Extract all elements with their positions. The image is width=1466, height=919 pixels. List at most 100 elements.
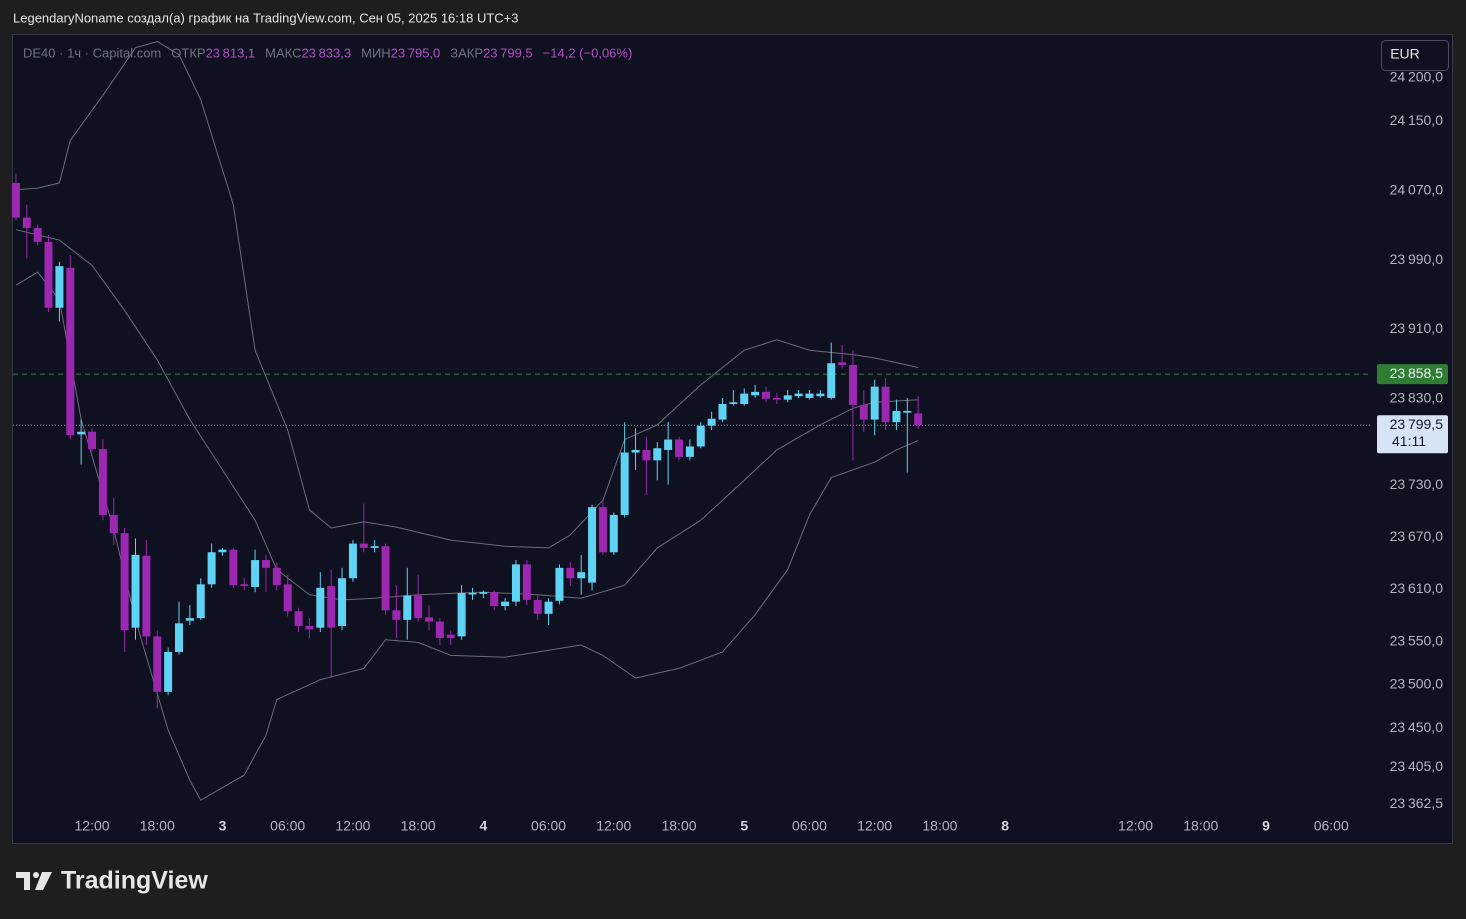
candle-body <box>859 404 868 420</box>
candle-body <box>794 393 803 397</box>
y-tick-label: 23 450,0 <box>1390 719 1444 735</box>
x-tick-label: 06:00 <box>792 818 827 834</box>
price-label: 23 858,5 <box>1390 365 1444 381</box>
x-tick-label: 12:00 <box>857 818 892 834</box>
x-tick-label: 12:00 <box>1118 818 1153 834</box>
candle-body <box>174 623 183 652</box>
candle-body <box>653 448 662 461</box>
candle-body <box>120 533 129 631</box>
candle-body <box>164 651 173 692</box>
y-tick-label: 23 610,0 <box>1390 580 1444 596</box>
candle-body <box>131 554 140 628</box>
candle-body <box>446 634 455 639</box>
y-tick-label: 23 990,0 <box>1390 251 1444 267</box>
legend: DE40 · 1ч · Capital.com ОТКР 23 813,1 МАКС 2… <box>23 45 632 60</box>
candle-body <box>914 413 923 426</box>
candle-body <box>66 267 75 436</box>
candle-body <box>501 601 510 607</box>
x-tick-label: 06:00 <box>531 818 566 834</box>
x-tick-label: 18:00 <box>661 818 696 834</box>
legend-value: 23 799,5 <box>483 45 533 60</box>
y-tick-label: 23 405,0 <box>1390 758 1444 774</box>
price-label: 23 799,5 <box>1390 416 1444 432</box>
candle-body <box>479 592 488 594</box>
legend-value: 23 795,0 <box>391 45 441 60</box>
candle-body <box>55 266 64 308</box>
candle-body <box>305 625 314 630</box>
candle-body <box>11 182 20 218</box>
candle-body <box>620 452 629 515</box>
candle-body <box>240 584 249 587</box>
candle-body <box>359 543 368 548</box>
candle-body <box>77 431 86 435</box>
y-tick-label: 23 362,5 <box>1390 795 1444 811</box>
candle-body <box>870 386 879 420</box>
x-tick-label: 18:00 <box>922 818 957 834</box>
candle-body <box>555 567 564 601</box>
y-tick-label: 23 550,0 <box>1390 632 1444 648</box>
x-tick-label: 12:00 <box>75 818 110 834</box>
candle-body <box>392 610 401 620</box>
price-label-box <box>1377 415 1448 454</box>
candle-body <box>196 584 205 619</box>
plot: 24 200,0 24 150,0 24 070,0 23 990,0 23 910,0… <box>11 41 1448 834</box>
y-tick-label: 23 670,0 <box>1390 528 1444 544</box>
price-countdown: 41:11 <box>1392 433 1426 449</box>
candle-body <box>511 564 520 602</box>
currency-button[interactable] <box>1381 40 1449 71</box>
y-tick-label: 24 070,0 <box>1390 181 1444 197</box>
candle-body <box>761 391 770 399</box>
candle-body <box>490 592 499 607</box>
candle-body <box>381 546 390 611</box>
x-tick-label: 18:00 <box>401 818 436 834</box>
x-tick-label: 06:00 <box>1314 818 1349 834</box>
candle-body <box>729 402 738 404</box>
candle-body <box>370 546 379 548</box>
x-tick-label: 18:00 <box>1183 818 1218 834</box>
candle-body <box>88 431 97 450</box>
legend-label: МИН <box>361 45 391 60</box>
candle-body <box>892 410 901 423</box>
candle-body <box>566 567 575 579</box>
candle-body <box>838 362 847 365</box>
candle-body <box>848 364 857 405</box>
candle-body <box>718 403 727 420</box>
candle-body <box>675 439 684 457</box>
x-tick-label: 9 <box>1262 818 1270 834</box>
candle-body <box>609 514 618 553</box>
candle-body <box>316 587 325 628</box>
candle-body <box>218 549 227 553</box>
x-tick-label: 12:00 <box>335 818 370 834</box>
candle-body <box>261 560 270 568</box>
candle-body <box>827 363 836 398</box>
candle-body <box>533 599 542 614</box>
candle-body <box>881 386 890 423</box>
candle-body <box>685 446 694 457</box>
candle-body <box>44 241 53 308</box>
candle-body <box>468 592 477 595</box>
y-tick-label: 23 730,0 <box>1390 476 1444 492</box>
x-tick-label: 5 <box>740 818 748 834</box>
legend-label: МАКС <box>265 45 301 60</box>
candle-body <box>751 391 760 396</box>
price-label-box <box>1377 364 1448 385</box>
candle-body <box>816 393 825 397</box>
candle-body <box>327 586 336 628</box>
candle-body <box>707 418 716 426</box>
candle-body <box>631 449 640 453</box>
candle-body <box>207 552 216 585</box>
candle-body <box>294 611 303 626</box>
currency-label: EUR <box>1390 46 1420 62</box>
candle-body <box>229 549 238 586</box>
candle-body <box>740 393 749 404</box>
candle-body <box>577 572 586 579</box>
candle-body <box>22 217 31 228</box>
x-tick-label: 4 <box>479 818 487 834</box>
candle-body <box>642 449 651 461</box>
candle-body <box>403 595 412 620</box>
legend-value: 23 833,3 <box>302 45 352 60</box>
logo-text: TradingView <box>61 867 208 895</box>
y-tick-label: 23 500,0 <box>1390 676 1444 692</box>
candle-body <box>272 567 281 586</box>
